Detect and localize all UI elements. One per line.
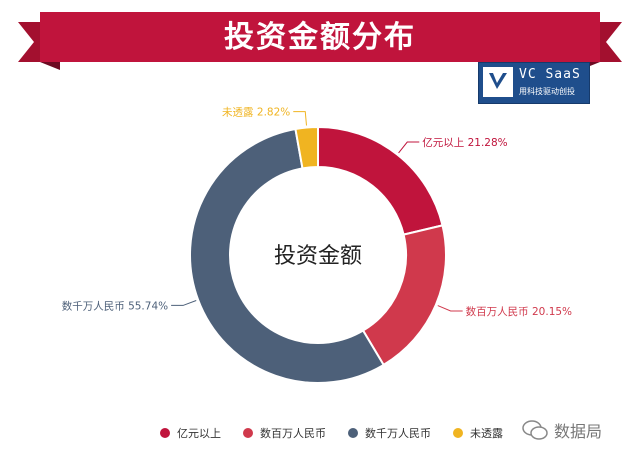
legend-label: 数千万人民币: [365, 427, 431, 440]
legend-item[interactable]: 数千万人民币: [348, 425, 431, 441]
legend-item[interactable]: 亿元以上: [160, 425, 221, 441]
vc-logo-icon: [483, 67, 513, 97]
slice-data-label: 数百万人民币 20.15%: [466, 305, 572, 318]
leader-line: [437, 305, 463, 312]
chart-legend: 亿元以上 数百万人民币 数千万人民币 未透露: [160, 424, 525, 442]
legend-swatch: [160, 428, 170, 438]
legend-swatch: [243, 428, 253, 438]
legend-item[interactable]: 未透露: [453, 425, 503, 441]
vc-saas-logo: VC SaaS 用科技驱动创投: [478, 62, 590, 104]
leader-line: [398, 141, 420, 154]
legend-swatch: [348, 428, 358, 438]
watermark-text: 数据局: [554, 422, 603, 441]
legend-label: 未透露: [470, 427, 503, 440]
wechat-icon: [522, 420, 548, 440]
logo-name: VC SaaS: [519, 67, 581, 82]
leader-line: [293, 111, 307, 126]
legend-swatch: [453, 428, 463, 438]
slice-data-label: 未透露 2.82%: [222, 107, 290, 119]
donut-chart: [189, 125, 447, 384]
legend-item[interactable]: 数百万人民币: [243, 425, 326, 441]
label-leaders: 亿元以上 21.28% 数百万人民币 20.15% 数千万人民币 55.74% 未透露…: [62, 107, 572, 318]
donut-slice[interactable]: [189, 127, 385, 384]
legend-label: 亿元以上: [177, 427, 221, 440]
donut-slice[interactable]: [361, 224, 447, 367]
donut-center-label: 投资金额: [274, 244, 362, 269]
slice-data-label: 亿元以上 21.28%: [422, 136, 507, 149]
page-title: 投资金额分布: [224, 20, 416, 55]
slice-data-label: 数千万人民币 55.74%: [62, 299, 168, 312]
logo-tagline: 用科技驱动创投: [519, 87, 575, 96]
watermark: 数据局: [522, 418, 602, 442]
legend-label: 数百万人民币: [260, 427, 326, 440]
leader-line: [171, 300, 197, 306]
donut-slice[interactable]: [294, 125, 319, 170]
